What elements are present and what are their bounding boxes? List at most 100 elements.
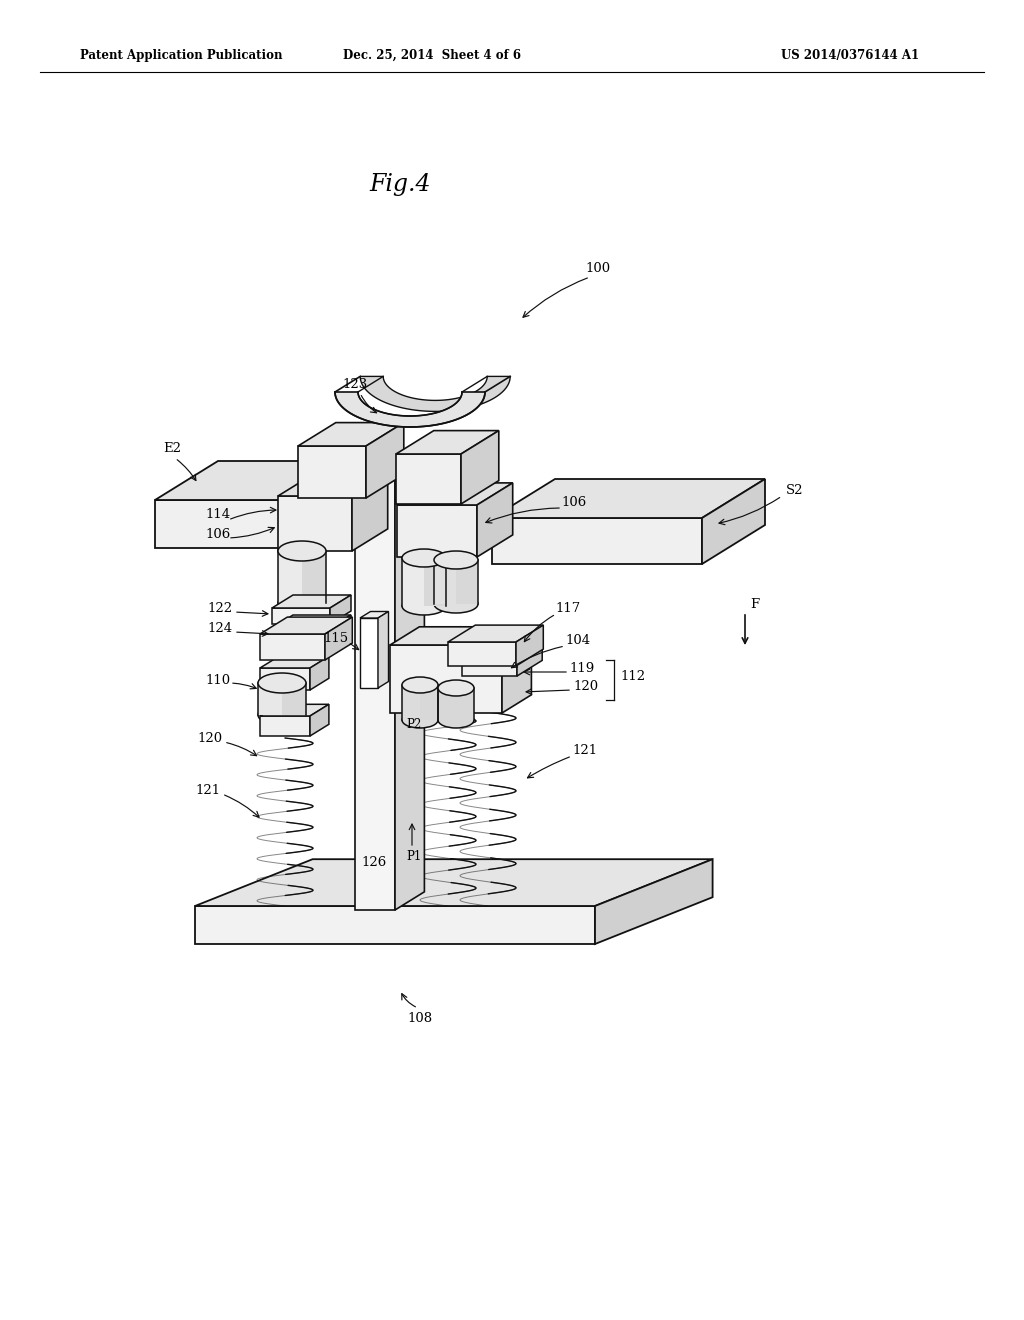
Text: P2: P2: [406, 718, 421, 730]
Polygon shape: [449, 626, 544, 642]
Text: 126: 126: [361, 855, 387, 869]
Polygon shape: [360, 618, 378, 688]
Text: 106: 106: [206, 528, 230, 540]
Polygon shape: [395, 462, 424, 909]
Text: 114: 114: [206, 508, 230, 521]
Polygon shape: [378, 611, 388, 688]
Polygon shape: [360, 611, 388, 618]
Text: Patent Application Publication: Patent Application Publication: [80, 49, 283, 62]
Ellipse shape: [438, 711, 474, 729]
Polygon shape: [517, 632, 542, 676]
Polygon shape: [310, 656, 329, 690]
Ellipse shape: [434, 595, 478, 612]
Polygon shape: [272, 609, 330, 624]
Polygon shape: [330, 615, 351, 644]
Polygon shape: [462, 648, 517, 676]
Polygon shape: [456, 560, 478, 605]
Polygon shape: [325, 618, 352, 660]
Polygon shape: [502, 627, 531, 713]
Polygon shape: [424, 558, 446, 606]
Text: US 2014/0376144 A1: US 2014/0376144 A1: [781, 49, 920, 62]
Polygon shape: [420, 685, 438, 719]
Polygon shape: [352, 474, 388, 550]
Text: 110: 110: [206, 673, 230, 686]
Polygon shape: [396, 454, 461, 504]
Polygon shape: [272, 615, 351, 628]
Polygon shape: [155, 461, 383, 500]
Polygon shape: [330, 595, 351, 624]
Polygon shape: [260, 705, 329, 715]
Polygon shape: [260, 668, 310, 690]
Text: 115: 115: [324, 631, 348, 644]
Polygon shape: [302, 550, 326, 603]
Ellipse shape: [438, 680, 474, 696]
Polygon shape: [272, 595, 351, 609]
Text: 104: 104: [565, 634, 591, 647]
Text: 122: 122: [208, 602, 232, 615]
Text: 106: 106: [561, 495, 587, 508]
Text: 123: 123: [342, 378, 368, 391]
Text: 108: 108: [408, 1011, 432, 1024]
Polygon shape: [402, 685, 438, 719]
Polygon shape: [702, 479, 765, 564]
Text: 124: 124: [208, 622, 232, 635]
Polygon shape: [335, 392, 485, 426]
Polygon shape: [397, 483, 513, 506]
Polygon shape: [258, 682, 306, 715]
Polygon shape: [390, 627, 531, 645]
Polygon shape: [260, 715, 310, 737]
Polygon shape: [272, 628, 330, 644]
Polygon shape: [195, 859, 713, 906]
Ellipse shape: [402, 597, 446, 615]
Polygon shape: [260, 656, 329, 668]
Text: 112: 112: [620, 671, 645, 684]
Text: Dec. 25, 2014  Sheet 4 of 6: Dec. 25, 2014 Sheet 4 of 6: [343, 49, 521, 62]
Ellipse shape: [278, 541, 326, 561]
Polygon shape: [282, 682, 306, 715]
Ellipse shape: [258, 673, 306, 693]
Polygon shape: [319, 461, 383, 548]
Polygon shape: [278, 550, 326, 603]
Ellipse shape: [402, 549, 446, 568]
Polygon shape: [260, 618, 352, 634]
Text: S2: S2: [786, 483, 804, 496]
Polygon shape: [397, 506, 477, 557]
Text: 117: 117: [555, 602, 581, 615]
Text: E2: E2: [163, 441, 181, 454]
Polygon shape: [195, 906, 595, 944]
Ellipse shape: [402, 677, 438, 693]
Polygon shape: [492, 479, 765, 517]
Polygon shape: [461, 430, 499, 504]
Polygon shape: [390, 645, 502, 713]
Polygon shape: [278, 496, 352, 550]
Ellipse shape: [258, 705, 306, 725]
Polygon shape: [155, 500, 319, 548]
Polygon shape: [595, 859, 713, 944]
Polygon shape: [310, 705, 329, 737]
Polygon shape: [434, 560, 478, 605]
Text: 100: 100: [586, 261, 610, 275]
Text: 121: 121: [196, 784, 220, 796]
Polygon shape: [278, 474, 388, 496]
Polygon shape: [298, 446, 366, 498]
Text: Fig.4: Fig.4: [370, 173, 431, 197]
Text: 119: 119: [569, 661, 595, 675]
Polygon shape: [456, 688, 474, 719]
Polygon shape: [396, 430, 499, 454]
Polygon shape: [355, 462, 424, 480]
Text: 121: 121: [572, 743, 598, 756]
Text: 120: 120: [198, 731, 222, 744]
Polygon shape: [260, 634, 325, 660]
Polygon shape: [355, 480, 395, 909]
Polygon shape: [360, 376, 510, 412]
Ellipse shape: [278, 593, 326, 612]
Polygon shape: [298, 422, 403, 446]
Polygon shape: [477, 483, 513, 557]
Polygon shape: [492, 517, 702, 564]
Polygon shape: [449, 642, 516, 667]
Polygon shape: [438, 688, 474, 719]
Ellipse shape: [402, 711, 438, 729]
Ellipse shape: [434, 550, 478, 569]
Polygon shape: [366, 422, 403, 498]
Polygon shape: [402, 558, 446, 606]
